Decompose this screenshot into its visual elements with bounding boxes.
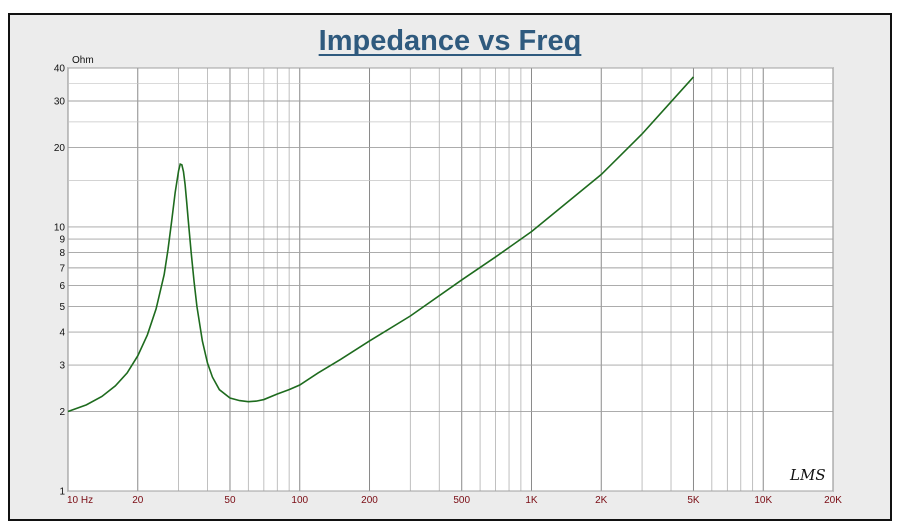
y-tick-label: 7 <box>59 263 65 274</box>
x-tick-label: 50 <box>224 495 236 506</box>
y-tick-label: 4 <box>59 328 65 339</box>
y-tick-label: 20 <box>54 143 66 154</box>
grid-lines <box>67 67 834 492</box>
x-tick-label: 5K <box>687 495 700 506</box>
y-tick-label: 1 <box>59 487 65 498</box>
plot-area <box>67 67 834 492</box>
x-tick-labels: 10 Hz 20 50 100 200 500 1K 2K 5K 10K 20K <box>67 495 842 506</box>
y-tick-label: 6 <box>59 281 65 292</box>
x-tick-label: 1K <box>525 495 538 506</box>
lms-watermark: LMS <box>789 466 826 484</box>
x-tick-label: 20K <box>824 495 842 506</box>
x-tick-label: 2K <box>595 495 608 506</box>
x-tick-label: 10K <box>754 495 772 506</box>
y-tick-labels: 1 2 3 4 5 6 7 8 9 10 20 30 40 <box>54 64 66 498</box>
y-tick-label: 8 <box>59 248 65 259</box>
x-tick-label: 500 <box>453 495 470 506</box>
y-tick-label: 30 <box>54 96 66 107</box>
y-tick-label: 9 <box>59 235 65 246</box>
y-tick-label: 10 <box>54 222 66 233</box>
chart-title: Impedance vs Freq <box>319 25 582 57</box>
x-tick-label: 100 <box>291 495 308 506</box>
y-tick-label: 5 <box>59 302 65 313</box>
y-tick-label: 3 <box>59 361 65 372</box>
x-tick-label: 200 <box>361 495 378 506</box>
x-tick-label: 20 <box>132 495 144 506</box>
y-tick-label: 40 <box>54 64 66 75</box>
x-tick-label: 10 Hz <box>67 495 93 506</box>
impedance-curve <box>67 76 695 413</box>
y-tick-label: 2 <box>59 407 65 418</box>
y-axis-unit-label: Ohm <box>72 55 94 66</box>
